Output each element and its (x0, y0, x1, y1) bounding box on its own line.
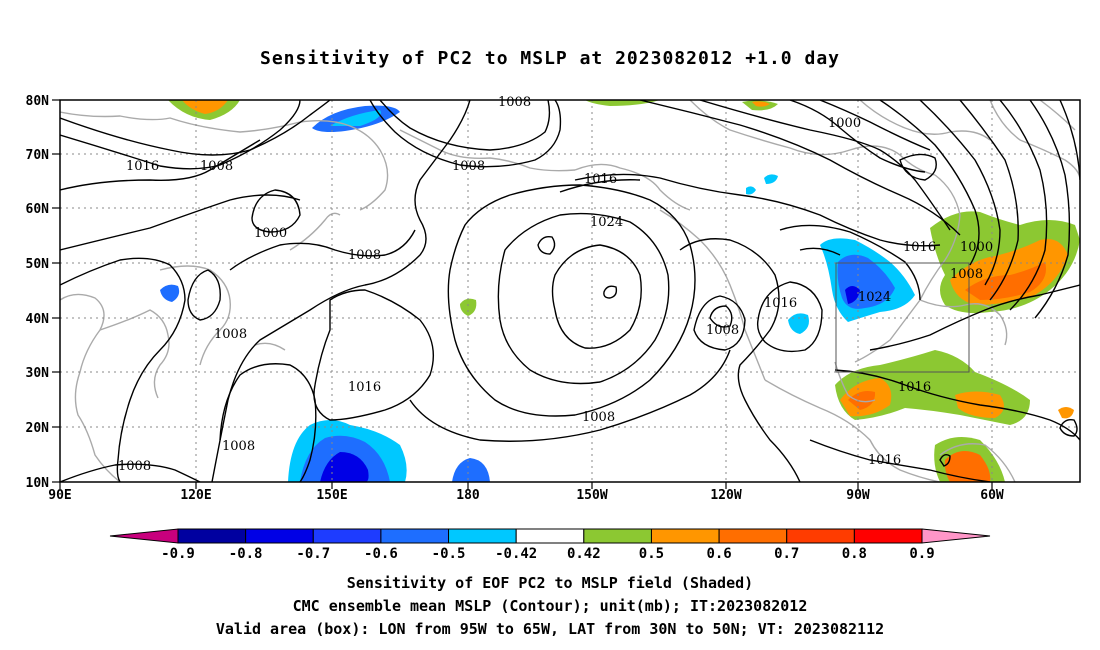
pos-region-arctic-east-core (752, 101, 770, 107)
lon-label: 90W (846, 488, 870, 503)
contour-label: 1008 (118, 459, 151, 474)
colorbar-cell (312, 528, 382, 544)
pos-region-pole (585, 100, 660, 106)
lon-label: 120W (710, 488, 741, 503)
contour-label: 1016 (764, 296, 797, 311)
pos-region-caribbean-core (848, 391, 876, 410)
neg-region-wpac-core (320, 452, 369, 482)
colorbar-label: -0.8 (229, 546, 263, 562)
contour-label: 1000 (828, 116, 861, 131)
lat-label: 60N (26, 202, 50, 217)
colorbar-cell (650, 528, 720, 544)
neg-region-dateline (452, 458, 490, 482)
contour-label: 1016 (903, 240, 936, 255)
contour-label: 1008 (452, 159, 485, 174)
caption-shading: Sensitivity of EOF PC2 to MSLP field (Sh… (346, 574, 754, 592)
contour-label: 1008 (348, 248, 381, 263)
lon-label: 60W (980, 488, 1004, 503)
contour-label: 1008 (582, 410, 615, 425)
axis-ticks (52, 99, 993, 489)
contour-label: 1016 (868, 453, 901, 468)
colorbar-cell (515, 528, 585, 544)
colorbar-label: 0.8 (842, 546, 867, 562)
lon-label: 120E (180, 488, 211, 503)
mslp-contours (60, 100, 1080, 482)
shading-layer (160, 100, 1080, 482)
lat-label: 10N (26, 476, 50, 491)
contour-label: 1008 (222, 439, 255, 454)
lon-label: 180 (456, 488, 480, 503)
neg-region-small (746, 186, 756, 195)
map-title: Sensitivity of PC2 to MSLP at 2023082012… (259, 48, 840, 69)
coastlines (60, 100, 1080, 482)
neg-region-bering-core (330, 110, 381, 126)
colorbar-label: -0.42 (495, 546, 537, 562)
colorbar-label: 0.9 (909, 546, 934, 562)
colorbar-cell (583, 528, 652, 544)
lat-label: 50N (26, 257, 50, 272)
lon-label: 150W (576, 488, 607, 503)
colorbar-cell (448, 528, 517, 544)
contour-label: 1024 (590, 215, 623, 230)
contour-label: 1016 (898, 380, 931, 395)
pos-region-midpac (460, 298, 477, 316)
pos-region-east-atl (1058, 407, 1074, 419)
lat-label: 70N (26, 148, 50, 163)
contour-label: 1008 (200, 159, 233, 174)
neg-region-baja (788, 313, 809, 334)
contour-label: 1000 (960, 240, 993, 255)
neg-region-arctic (764, 174, 778, 184)
contour-label: 1008 (706, 323, 739, 338)
lon-label: 150E (316, 488, 347, 503)
contour-label: 1024 (858, 290, 891, 305)
colorbar-high-triangle (921, 528, 991, 544)
plot-frame (59, 99, 1081, 483)
colorbar-cell (853, 528, 923, 544)
caption-valid-area: Valid area (box): LON from 95W to 65W, L… (215, 620, 885, 638)
colorbar (109, 528, 991, 544)
colorbar-cell (718, 528, 788, 544)
colorbar-label: 0.42 (567, 546, 601, 562)
colorbar-label: 0.6 (706, 546, 731, 562)
neg-region-gulf-core (845, 286, 860, 304)
colorbar-low-triangle (109, 528, 179, 544)
colorbar-label: -0.6 (364, 546, 398, 562)
pos-region-siberia-core (182, 100, 228, 114)
contour-label: 1016 (584, 172, 617, 187)
contour-label: 1008 (214, 327, 247, 342)
colorbar-label: -0.7 (296, 546, 330, 562)
graticule (60, 100, 1080, 482)
colorbar-label: 0.5 (639, 546, 664, 562)
colorbar-cell (245, 528, 314, 544)
lon-label: 90E (48, 488, 71, 503)
colorbar-label: 0.7 (774, 546, 799, 562)
caption-contour: CMC ensemble mean MSLP (Contour); unit(m… (292, 597, 808, 615)
colorbar-cell (786, 528, 855, 544)
contour-label: 1000 (254, 226, 287, 241)
contour-label: 1016 (348, 380, 381, 395)
colorbar-label: -0.9 (161, 546, 195, 562)
lat-label: 20N (26, 421, 50, 436)
lat-label: 80N (26, 94, 50, 109)
lat-label: 30N (26, 366, 50, 381)
contour-label: 1008 (498, 95, 531, 110)
colorbar-cell (380, 528, 450, 544)
neg-region-korea (160, 284, 180, 302)
valid-area-box (835, 262, 970, 373)
colorbar-cell (177, 528, 247, 544)
contour-label: 1008 (950, 267, 983, 282)
contour-label: 1016 (126, 159, 159, 174)
lat-label: 40N (26, 312, 50, 327)
colorbar-label: -0.5 (432, 546, 466, 562)
pos-region-atl-tropic-core (944, 451, 991, 482)
